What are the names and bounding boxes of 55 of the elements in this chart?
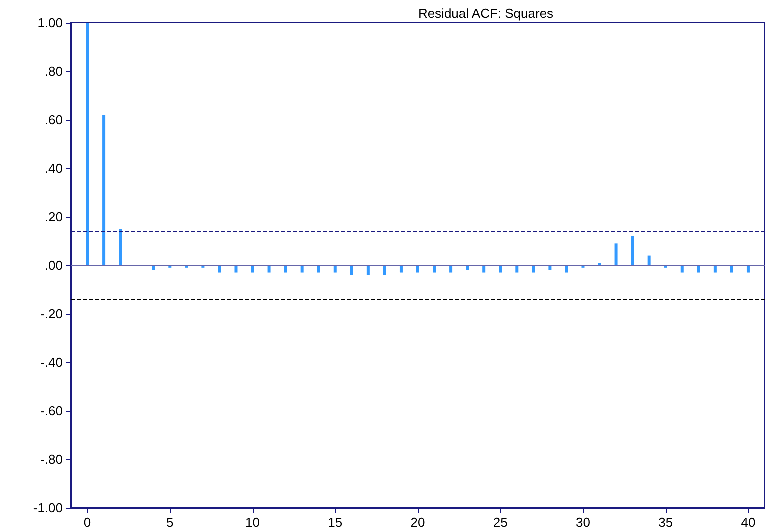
bar bbox=[746, 266, 750, 273]
y-tick-label: -.40 bbox=[40, 355, 63, 370]
bar bbox=[730, 266, 734, 273]
bar bbox=[383, 266, 386, 276]
x-tick-label: 5 bbox=[166, 515, 174, 529]
x-tick-label: 20 bbox=[410, 515, 426, 529]
bar bbox=[268, 266, 271, 273]
y-tick-label: .40 bbox=[44, 161, 63, 176]
bar bbox=[152, 266, 156, 270]
bar bbox=[516, 266, 519, 273]
x-tick-label: 25 bbox=[493, 515, 508, 529]
x-tick-label: 30 bbox=[576, 515, 590, 529]
bar bbox=[680, 266, 684, 273]
bar bbox=[366, 266, 370, 276]
bar bbox=[284, 266, 288, 273]
bar bbox=[499, 266, 502, 273]
bar bbox=[433, 266, 436, 273]
y-tick-label: -.20 bbox=[40, 306, 63, 322]
x-tick-label: 35 bbox=[658, 515, 674, 529]
y-tick-label: -.60 bbox=[40, 404, 63, 418]
y-tick-label: .00 bbox=[44, 258, 63, 273]
x-tick-label: 0 bbox=[84, 515, 92, 529]
y-tick-label: .20 bbox=[44, 210, 63, 224]
x-tick-label: 10 bbox=[246, 515, 260, 529]
bar bbox=[234, 266, 238, 273]
y-tick-label: .60 bbox=[44, 112, 63, 128]
bar bbox=[400, 266, 403, 273]
bar bbox=[86, 23, 90, 266]
bar bbox=[548, 266, 552, 270]
x-tick-label: 40 bbox=[741, 515, 756, 529]
bar bbox=[416, 266, 420, 273]
bar bbox=[102, 115, 106, 266]
bar bbox=[334, 266, 337, 273]
bar bbox=[251, 266, 254, 273]
bar bbox=[714, 266, 717, 273]
bar bbox=[119, 229, 122, 266]
bar bbox=[300, 266, 304, 273]
bar bbox=[697, 266, 700, 273]
y-tick-label: -1.00 bbox=[33, 500, 63, 516]
bar bbox=[350, 266, 354, 276]
bar bbox=[614, 244, 618, 266]
bar bbox=[532, 266, 536, 273]
bar bbox=[565, 266, 568, 273]
y-tick-label: 1.00 bbox=[38, 16, 63, 30]
y-tick-label: -.80 bbox=[40, 452, 63, 467]
chart-title: Residual ACF: Squares bbox=[418, 6, 554, 21]
x-tick-label: 15 bbox=[328, 515, 343, 529]
bar bbox=[482, 266, 486, 273]
bar bbox=[648, 256, 651, 266]
bar bbox=[466, 266, 470, 270]
bar bbox=[450, 266, 453, 273]
y-tick-label: .80 bbox=[44, 64, 63, 79]
bar bbox=[631, 236, 634, 266]
bar bbox=[218, 266, 222, 273]
bar bbox=[317, 266, 320, 273]
